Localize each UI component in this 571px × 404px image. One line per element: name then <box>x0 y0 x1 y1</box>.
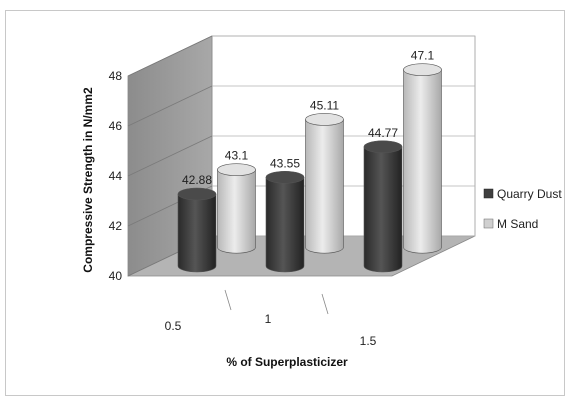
bars-back-row <box>217 63 442 254</box>
bar-m-sand-0-5-top <box>217 163 256 176</box>
x-axis-title: % of Superplasticizer <box>226 355 348 369</box>
bar-quarry-dust-0-5-body <box>177 193 217 273</box>
bar-m-sand-1 <box>305 113 344 254</box>
legend: Quarry Dust M Sand <box>483 187 562 231</box>
bar-m-sand-0-5-body <box>217 169 256 254</box>
bar-quarry-dust-0-5 <box>177 187 217 273</box>
data-label-quarry-dust-0-5: 42.88 <box>182 173 212 187</box>
bar-quarry-dust-1-5 <box>363 140 403 273</box>
data-label-quarry-dust-1: 43.55 <box>270 156 300 170</box>
gridline-side-46 <box>127 85 213 127</box>
bar-m-sand-1-body <box>305 119 344 254</box>
data-labels: 43.1 45.11 47.1 42.88 43.55 44.77 <box>182 49 434 187</box>
y-axis-title: Compressive Strength in N/mm2 <box>81 87 95 273</box>
y-tick-label-44: 44 <box>109 169 123 183</box>
bar-m-sand-1-5-top <box>403 63 442 76</box>
bar-quarry-dust-1 <box>265 170 305 273</box>
bar-quarry-dust-1-top <box>265 170 305 184</box>
bar-quarry-dust-1-body <box>265 176 305 273</box>
bar-quarry-dust-1-5-body <box>363 146 403 273</box>
x-tick-label-1-5: 1.5 <box>360 334 377 348</box>
data-label-m-sand-1: 45.11 <box>310 98 339 112</box>
y-tick-label-48: 48 <box>109 69 123 83</box>
bars-front-row <box>177 140 403 273</box>
x-tick-label-1: 1 <box>265 312 272 326</box>
gridline-side-48 <box>127 35 213 77</box>
bar-m-sand-0-5 <box>217 163 256 254</box>
bar-quarry-dust-1-5-top <box>363 140 403 154</box>
x-tick-mark-1 <box>321 293 329 315</box>
x-tick-label-0-5: 0.5 <box>165 319 182 333</box>
bar-m-sand-1-top <box>305 113 344 126</box>
legend-swatch-quarry-dust <box>483 188 494 199</box>
data-label-m-sand-1-5: 47.1 <box>411 49 435 63</box>
legend-swatch-m-sand <box>483 218 494 229</box>
x-tick-mark-0 <box>224 289 232 311</box>
y-tick-label-42: 42 <box>109 219 123 233</box>
gridline-side-44 <box>127 135 213 177</box>
data-label-quarry-dust-1-5: 44.77 <box>368 126 398 140</box>
y-tick-label-40: 40 <box>109 269 123 283</box>
bar-m-sand-1-5-body <box>403 69 442 254</box>
y-tick-label-46: 46 <box>109 119 123 133</box>
data-label-m-sand-0-5: 43.1 <box>225 149 249 163</box>
legend-label-m-sand: M Sand <box>497 217 538 231</box>
bar-m-sand-1-5 <box>403 63 442 254</box>
bar-quarry-dust-0-5-top <box>177 187 217 201</box>
x-tick-labels: 0.5 1 1.5 <box>165 289 377 348</box>
y-tick-labels: 40 42 44 46 48 <box>109 69 123 283</box>
legend-label-quarry-dust: Quarry Dust <box>497 187 562 201</box>
